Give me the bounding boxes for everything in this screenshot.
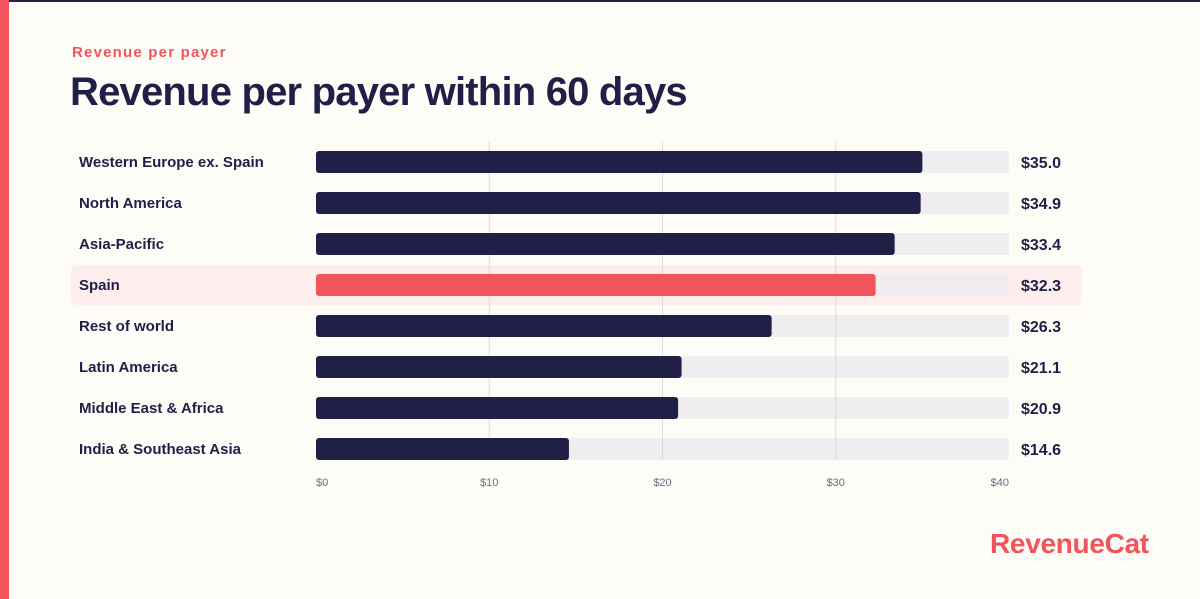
- value-label: $34.9: [1021, 196, 1061, 213]
- x-tick-label: $30: [827, 477, 845, 489]
- x-tick-label: $10: [480, 477, 498, 489]
- bar: [316, 356, 682, 378]
- value-label: $35.0: [1021, 155, 1061, 172]
- category-label: Latin America: [79, 359, 178, 376]
- accent-bar: [0, 0, 9, 599]
- chart-title: Revenue per payer within 60 days: [70, 70, 688, 114]
- top-rule: [0, 0, 1200, 2]
- bar: [316, 315, 772, 337]
- category-label: Western Europe ex. Spain: [79, 154, 264, 171]
- category-label: North America: [79, 195, 182, 212]
- bar: [316, 151, 923, 173]
- category-label: Middle East & Africa: [79, 400, 224, 417]
- revenuecat-logo: RevenueCat: [990, 528, 1149, 559]
- bar: [316, 233, 895, 255]
- category-label: Asia-Pacific: [79, 236, 164, 253]
- bar: [316, 397, 679, 419]
- value-label: $33.4: [1021, 237, 1061, 254]
- value-label: $26.3: [1021, 319, 1061, 336]
- category-label: India & Southeast Asia: [79, 441, 242, 458]
- category-label: Rest of world: [79, 318, 174, 335]
- bar: [316, 274, 876, 296]
- bar: [316, 438, 569, 460]
- x-tick-label: $20: [653, 477, 671, 489]
- value-label: $14.6: [1021, 442, 1061, 459]
- value-label: $21.1: [1021, 360, 1061, 377]
- category-label: Spain: [79, 277, 120, 294]
- value-label: $32.3: [1021, 278, 1061, 295]
- eyebrow-label: Revenue per payer: [72, 44, 227, 61]
- x-tick-label: $40: [991, 477, 1009, 489]
- x-tick-label: $0: [316, 477, 328, 489]
- bar: [316, 192, 921, 214]
- value-label: $20.9: [1021, 401, 1061, 418]
